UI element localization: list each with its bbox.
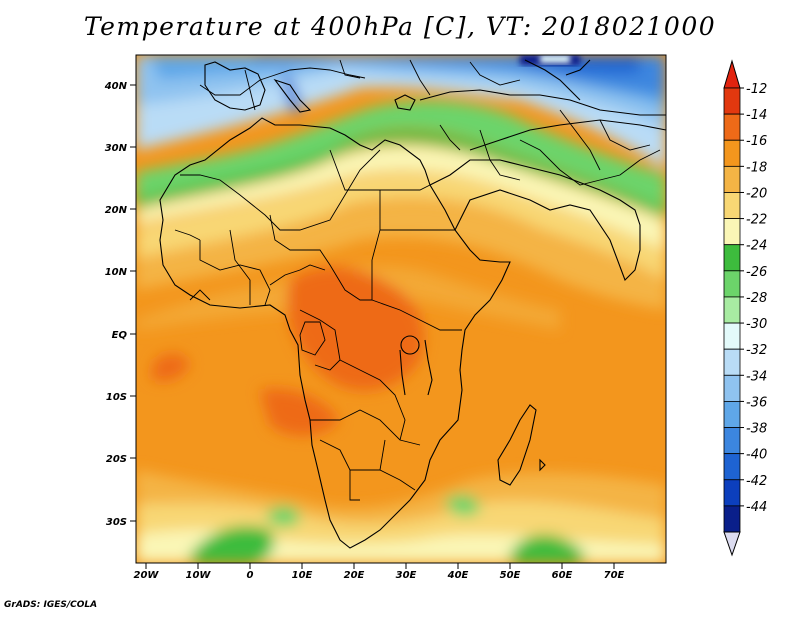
colorbar-swatch: [723, 87, 741, 115]
grads-credit: GrADS: IGES/COLA: [4, 600, 98, 610]
lon-label-0: 0: [247, 570, 254, 581]
colorbar-label: -12: [746, 82, 767, 97]
colorbar-swatch: [723, 218, 741, 246]
colorbar-swatch: [723, 296, 741, 324]
colorbar-label: -18: [746, 160, 767, 175]
temperature-field: [136, 55, 666, 563]
colorbar-arrow-bottom: [723, 531, 741, 557]
colorbar-swatch: [723, 453, 741, 481]
colorbar-swatch: [723, 139, 741, 167]
colorbar-label: -44: [746, 500, 767, 515]
colorbar-swatch: [723, 505, 741, 533]
colorbar-label: -34: [746, 369, 767, 384]
map-title: Temperature at 400hPa [C], VT: 201802100…: [83, 12, 717, 41]
lon-label-20e: 20E: [344, 570, 365, 581]
colorbar-label: -38: [746, 422, 767, 437]
lat-label-20s: 20S: [106, 454, 127, 465]
country-borders: [174, 59, 661, 501]
lat-label-10n: 10N: [105, 267, 128, 278]
lon-label-10w: 10W: [186, 570, 212, 581]
lat-label-40n: 40N: [104, 81, 128, 92]
colorbar-label: -30: [746, 317, 767, 332]
colorbar-swatch: [723, 192, 741, 219]
colorbar-swatch: [723, 348, 741, 376]
colorbar-swatch: [723, 479, 741, 507]
lat-label-eq: EQ: [112, 330, 128, 341]
colorbar-label: -42: [746, 474, 767, 489]
colorbar: -12 -14 -16 -18 -20 -22 -24 -26 -28 -30 -32 -34 -36 -…: [723, 59, 767, 557]
colorbar-arrow-top: [723, 59, 741, 89]
colorbar-swatch: [723, 244, 741, 272]
colorbar-swatch: [723, 165, 741, 193]
colorbar-swatch: [723, 270, 741, 298]
coastlines: [159, 59, 666, 549]
colorbar-swatch: [723, 427, 741, 455]
colorbar-label: -36: [746, 395, 767, 410]
lon-label-20w: 20W: [134, 570, 160, 581]
colorbar-label: -22: [746, 213, 767, 228]
lon-label-70e: 70E: [604, 570, 625, 581]
lat-label-30s: 30S: [106, 517, 127, 528]
colorbar-swatch: [723, 322, 741, 350]
colorbar-label: -14: [746, 108, 767, 123]
lon-label-50e: 50E: [500, 570, 521, 581]
colorbar-swatch: [723, 401, 741, 428]
colorbar-label: -32: [746, 343, 767, 358]
lat-label-20n: 20N: [105, 205, 128, 216]
lon-label-40e: 40E: [447, 570, 469, 581]
colorbar-label: -24: [746, 239, 767, 254]
colorbar-label: -40: [746, 448, 767, 463]
colorbar-swatch: [723, 113, 741, 141]
colorbar-label: -28: [746, 291, 767, 306]
colorbar-label: -20: [746, 186, 767, 201]
colorbar-label: -26: [746, 265, 767, 280]
lon-label-30e: 30E: [396, 570, 417, 581]
lat-label-10s: 10S: [106, 392, 127, 403]
colorbar-swatch: [723, 374, 741, 402]
lon-label-60e: 60E: [552, 570, 573, 581]
lat-label-30n: 30N: [105, 143, 128, 154]
colorbar-label: -16: [746, 134, 767, 149]
lon-label-10e: 10E: [292, 570, 313, 581]
axes: 40N 30N 20N 10N EQ 10S 20S 30S 20W 10W 0…: [104, 54, 667, 581]
